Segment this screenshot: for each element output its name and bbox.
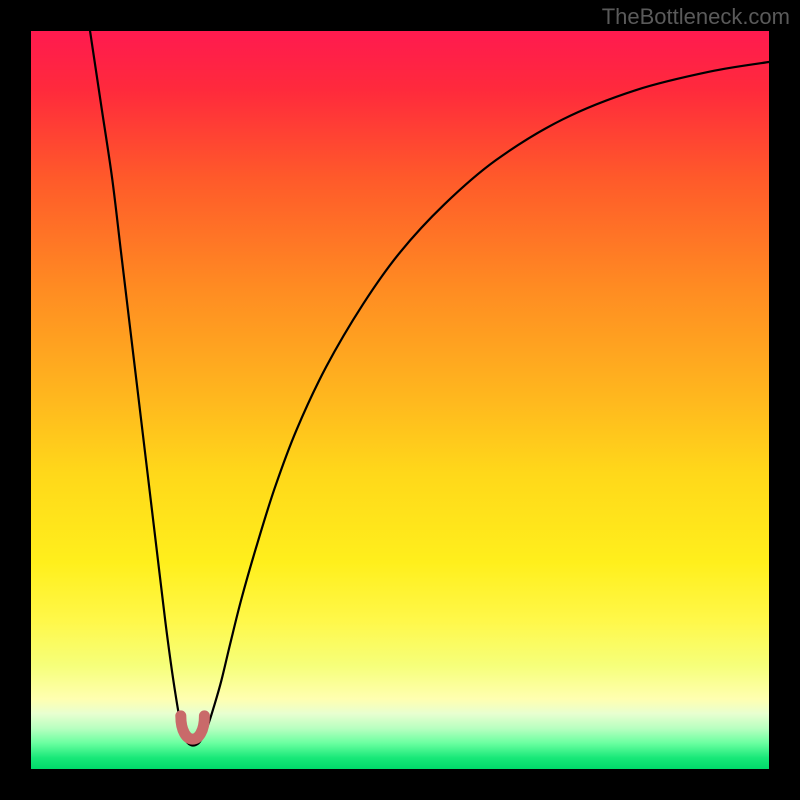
watermark-text: TheBottleneck.com xyxy=(602,4,790,30)
chart-frame: TheBottleneck.com xyxy=(0,0,800,800)
chart-background xyxy=(31,31,769,769)
chart-plot-area xyxy=(31,31,769,769)
